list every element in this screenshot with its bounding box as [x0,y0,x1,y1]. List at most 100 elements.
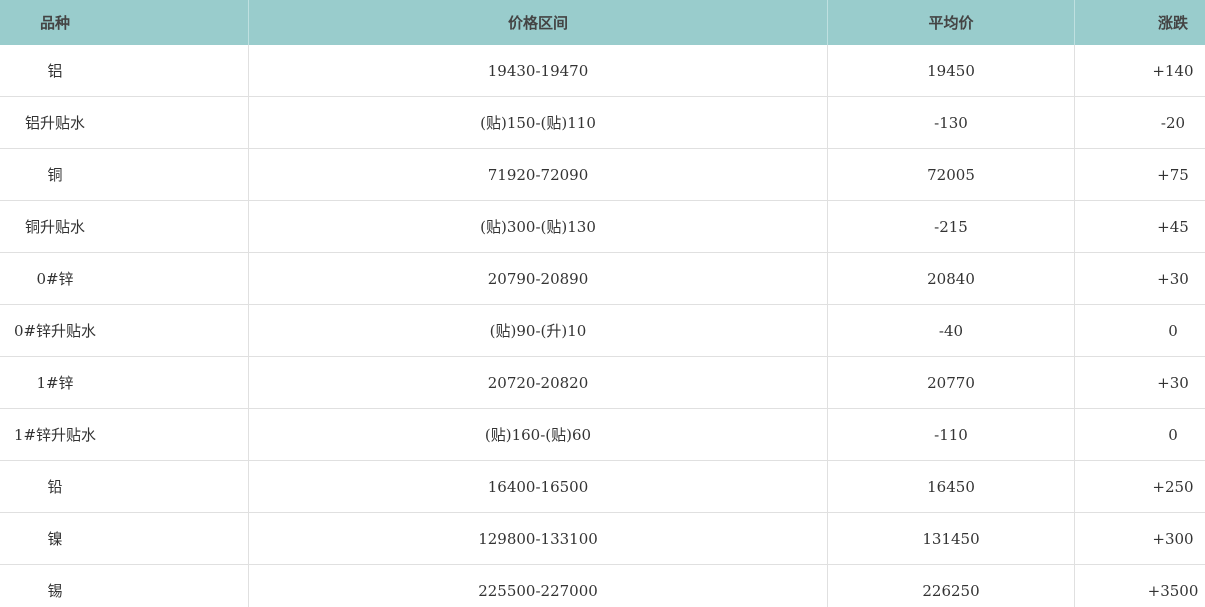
cell-text: -20 [1160,113,1186,132]
table-cell: +300 [1075,513,1205,564]
cell-text: 0 [1168,321,1178,340]
cell-text: 0 [1168,425,1178,444]
cell-text: 16400-16500 [487,477,589,496]
cell-text: +75 [1157,165,1189,184]
cell-text: 镍 [47,530,63,548]
header-cell: 平均价 [928,14,974,32]
table-cell: 0#锌升贴水 [0,305,249,356]
cell-text: 1#锌 [36,374,74,392]
cell-text: 1#锌升贴水 [13,426,97,444]
cell-text: 0#锌升贴水 [13,322,97,340]
cell-text: (贴)90-(升)10 [489,322,587,340]
table-row: 1#锌升贴水 (贴)160-(贴)60 -110 0 [0,409,1205,461]
table-cell: 0 [1075,409,1205,460]
cell-text: 71920-72090 [487,165,589,184]
table-cell: +30 [1075,253,1205,304]
table-cell: 16450 [828,461,1075,512]
cell-text: 20790-20890 [487,269,589,288]
cell-text: 铝升贴水 [24,114,85,132]
cell-text: 131450 [922,529,980,548]
cell-text: +30 [1157,373,1189,392]
table-cell: -20 [1075,97,1205,148]
cell-text: 72005 [927,165,975,184]
cell-text: (贴)150-(贴)110 [480,114,596,132]
table-cell: 19430-19470 [249,45,828,96]
table-cell: 71920-72090 [249,149,828,200]
table-cell: 铜 [0,149,249,200]
table-row: 0#锌 20790-20890 20840 +30 [0,253,1205,305]
table-cell: 225500-227000 [249,565,828,607]
cell-text: 20720-20820 [487,373,589,392]
table-cell: 品种 [0,0,249,45]
table-cell: (贴)150-(贴)110 [249,97,828,148]
table-cell: (贴)90-(升)10 [249,305,828,356]
cell-text: 铅 [47,478,63,496]
table-row: 1#锌 20720-20820 20770 +30 [0,357,1205,409]
header-cell: 价格区间 [507,14,568,32]
table-cell: 72005 [828,149,1075,200]
cell-text: 16450 [927,477,975,496]
cell-text: +300 [1152,529,1194,548]
table-cell: 20790-20890 [249,253,828,304]
table-cell: 1#锌 [0,357,249,408]
cell-text: 19450 [927,61,975,80]
table-cell: 平均价 [828,0,1075,45]
table-cell: +250 [1075,461,1205,512]
table-cell: 129800-133100 [249,513,828,564]
cell-text: +30 [1157,269,1189,288]
cell-text: +3500 [1147,581,1199,600]
cell-text: -110 [934,425,968,444]
cell-text: -40 [938,321,964,340]
cell-text: 铝 [47,62,63,80]
cell-text: +250 [1152,477,1194,496]
table-row: 铝 19430-19470 19450 +140 [0,45,1205,97]
cell-text: 19430-19470 [487,61,589,80]
table-cell: -215 [828,201,1075,252]
table-cell: 铝升贴水 [0,97,249,148]
header-cell: 品种 [39,14,70,32]
cell-text: -130 [934,113,968,132]
table-cell: 16400-16500 [249,461,828,512]
table-row: 铝升贴水 (贴)150-(贴)110 -130 -20 [0,97,1205,149]
table-cell: +3500 [1075,565,1205,607]
table-cell: 20720-20820 [249,357,828,408]
table-row: 铜升贴水 (贴)300-(贴)130 -215 +45 [0,201,1205,253]
table-cell: 19450 [828,45,1075,96]
cell-text: 129800-133100 [478,529,598,548]
table-cell: 涨跌 [1075,0,1205,45]
table-cell: 1#锌升贴水 [0,409,249,460]
cell-text: +140 [1152,61,1194,80]
table-cell: 铝 [0,45,249,96]
table-cell: -130 [828,97,1075,148]
table-cell: -110 [828,409,1075,460]
cell-text: +45 [1157,217,1189,236]
cell-text: 铜升贴水 [24,218,85,236]
cell-text: (贴)300-(贴)130 [480,218,596,236]
table-cell: +45 [1075,201,1205,252]
table-cell: 0 [1075,305,1205,356]
table-cell: 226250 [828,565,1075,607]
cell-text: (贴)160-(贴)60 [484,426,592,444]
table-cell: 锡 [0,565,249,607]
cell-text: 铜 [47,166,63,184]
table-row: 铅 16400-16500 16450 +250 [0,461,1205,513]
cell-text: -215 [934,217,968,236]
table-cell: (贴)160-(贴)60 [249,409,828,460]
header-row: 品种 价格区间 平均价 涨跌 [0,0,1205,45]
table-cell: +140 [1075,45,1205,96]
table-cell: +30 [1075,357,1205,408]
cell-text: 226250 [922,581,980,600]
table-cell: 价格区间 [249,0,828,45]
table-cell: 铅 [0,461,249,512]
table-row: 镍 129800-133100 131450 +300 [0,513,1205,565]
table-cell: (贴)300-(贴)130 [249,201,828,252]
table-cell: 0#锌 [0,253,249,304]
header-cell: 涨跌 [1157,14,1188,32]
table-cell: +75 [1075,149,1205,200]
table-cell: -40 [828,305,1075,356]
table-row: 锡 225500-227000 226250 +3500 [0,565,1205,607]
table-row: 铜 71920-72090 72005 +75 [0,149,1205,201]
table-cell: 20770 [828,357,1075,408]
